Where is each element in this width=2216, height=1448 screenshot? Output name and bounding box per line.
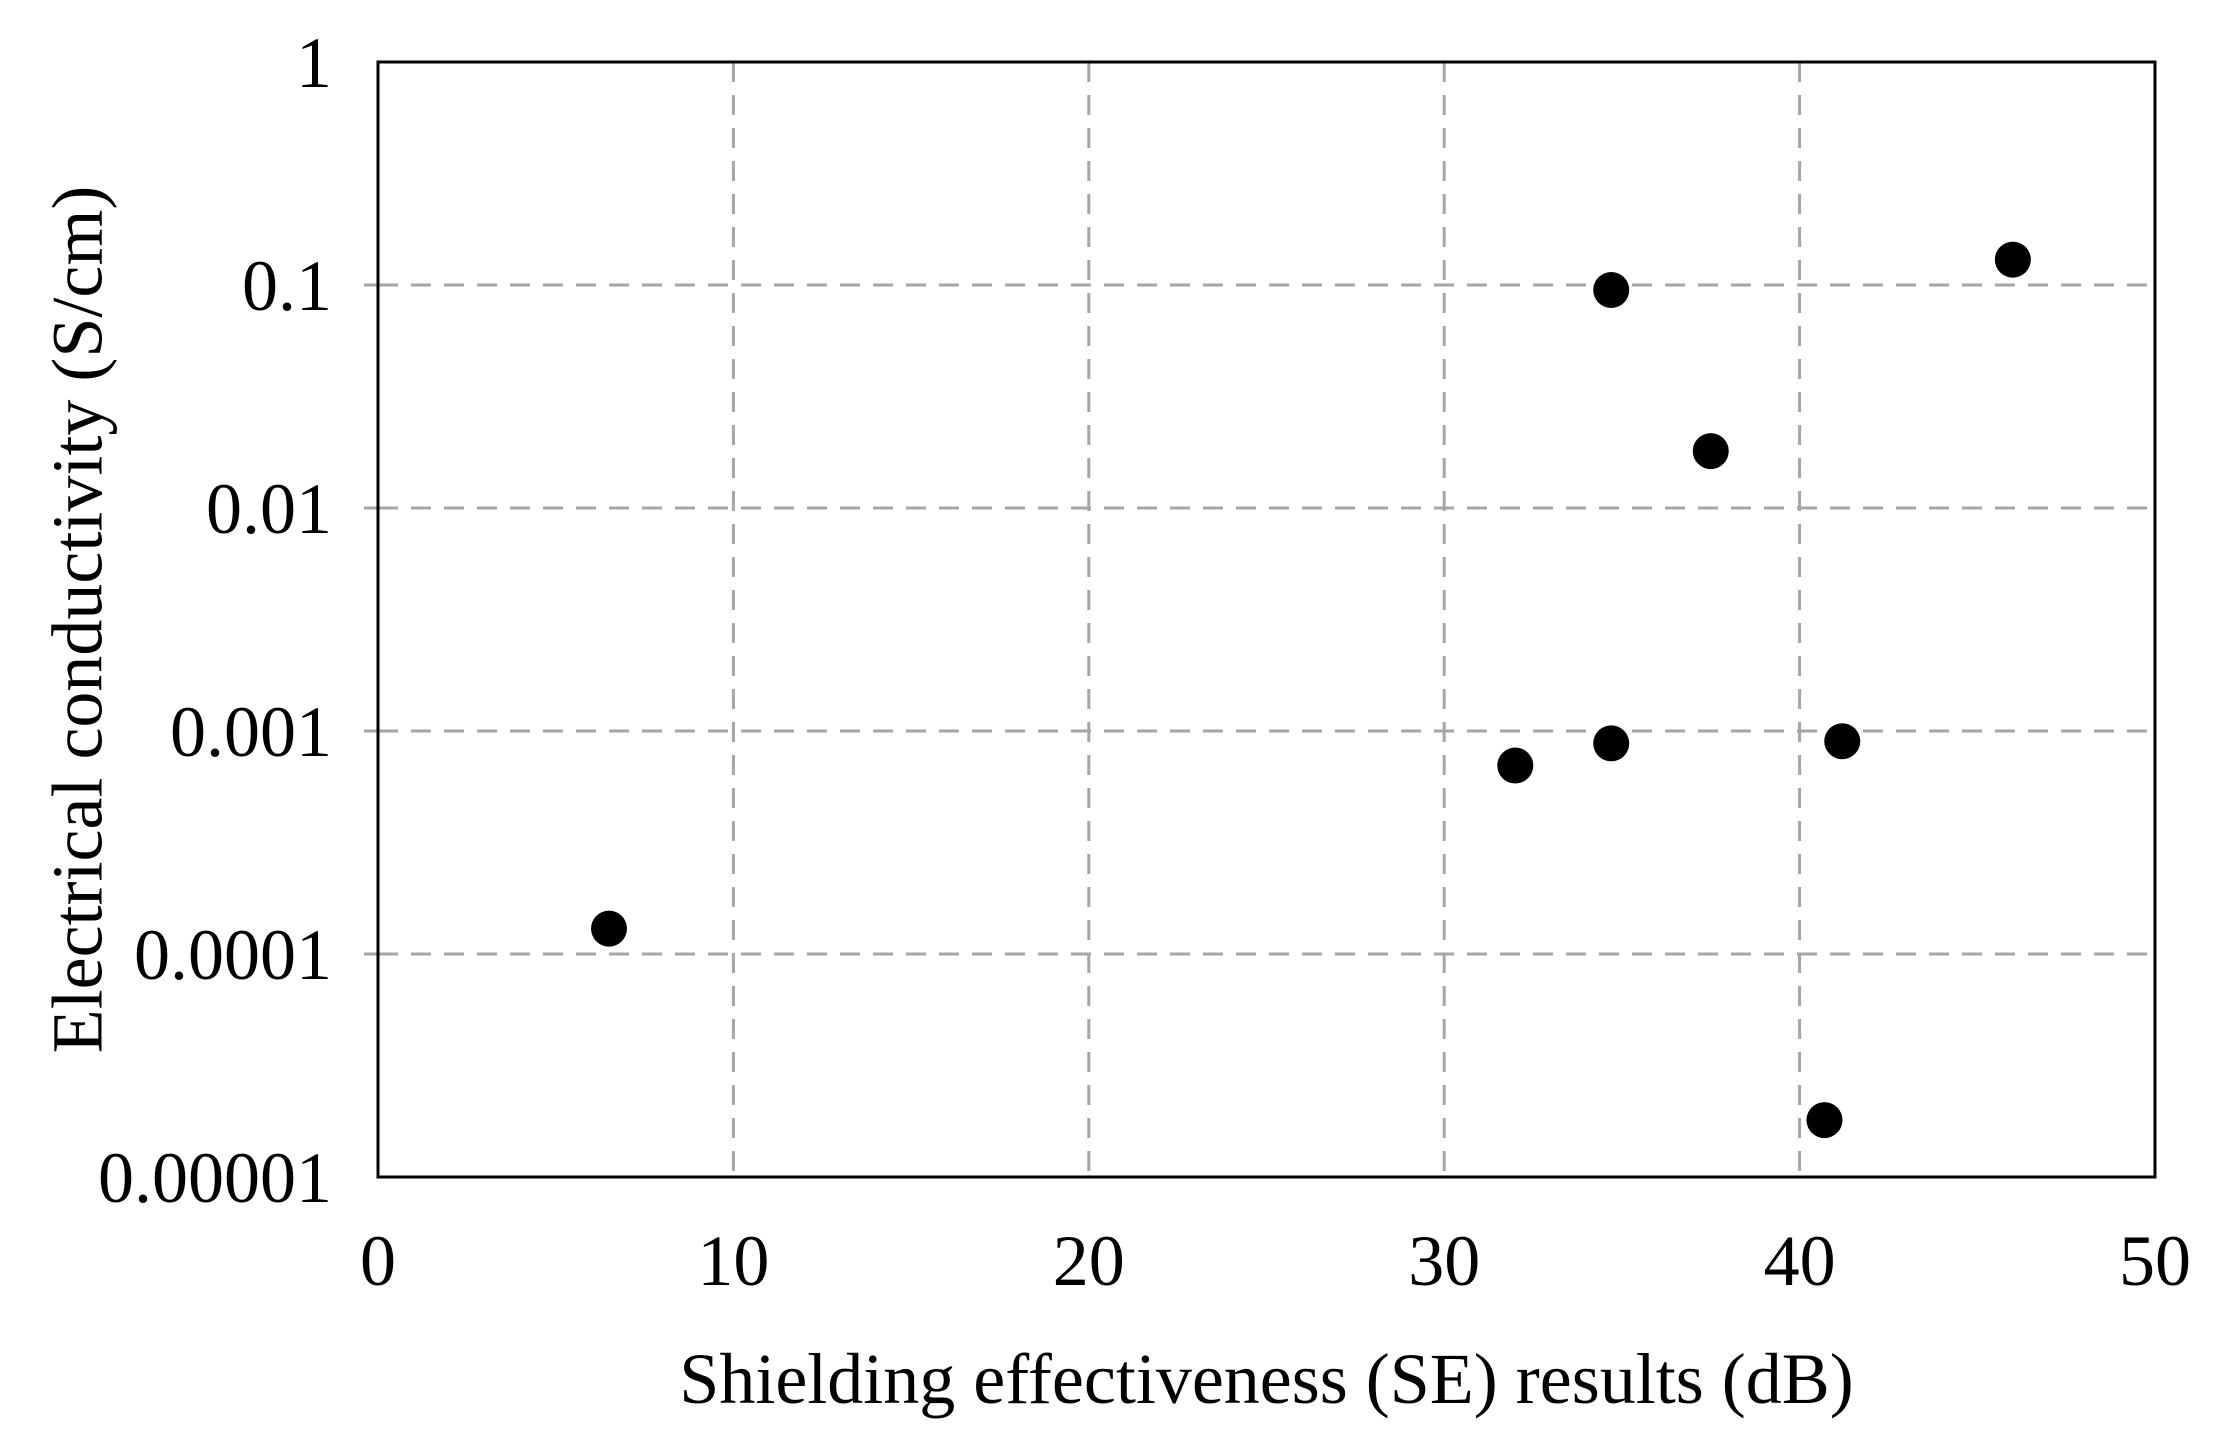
y-tick-label-0.0001: 0.0001 [134, 915, 332, 995]
data-point [1692, 433, 1729, 470]
data-point [1824, 723, 1861, 760]
x-tick-label-40: 40 [1764, 1221, 1836, 1301]
plot-border [376, 60, 2157, 1179]
data-point [1994, 241, 2031, 278]
data-point [1593, 725, 1630, 762]
x-tick-label-20: 20 [1053, 1221, 1125, 1301]
y-axis-title: Electrical conductivity (S/cm) [37, 185, 118, 1054]
x-tick-label-10: 10 [697, 1221, 769, 1301]
x-tick-label-30: 30 [1408, 1221, 1480, 1301]
x-axis-title: Shielding effectiveness (SE) results (dB… [679, 1339, 1854, 1419]
y-tick-label-0.1: 0.1 [242, 246, 332, 326]
y-tick-label-0.01: 0.01 [206, 469, 332, 549]
data-point [1806, 1102, 1843, 1139]
data-point [1497, 747, 1534, 784]
y-tick-label-1: 1 [296, 23, 332, 103]
data-point [1593, 271, 1630, 308]
y-axis-title-area: Electrical conductivity (S/cm) [0, 62, 156, 1177]
y-tick-label-0.00001: 0.00001 [98, 1138, 332, 1218]
y-tick-label-0.001: 0.001 [170, 692, 332, 772]
data-point [591, 910, 628, 947]
x-tick-label-0: 0 [360, 1221, 396, 1301]
x-tick-label-50: 50 [2119, 1221, 2191, 1301]
